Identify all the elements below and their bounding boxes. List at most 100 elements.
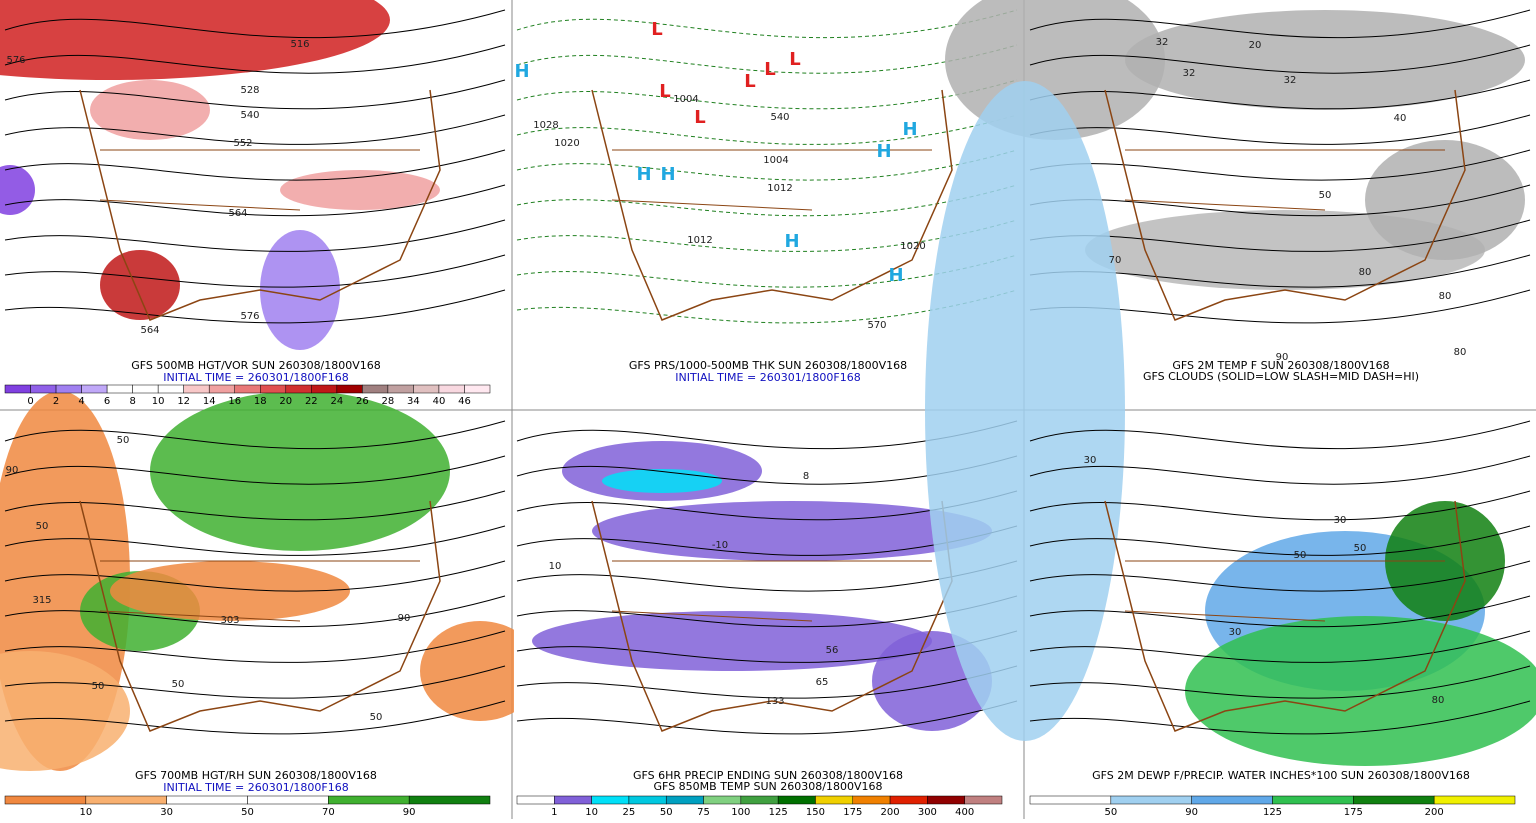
map-label: 50	[1294, 550, 1307, 561]
map-label: 552	[233, 138, 252, 149]
colorbar-box	[852, 795, 891, 805]
contour-line	[516, 254, 1018, 288]
shaded-field	[150, 391, 450, 551]
map-label: 30	[1084, 455, 1097, 466]
map-label: 30	[1229, 627, 1242, 638]
colorbar-box	[260, 384, 287, 394]
map-label: H	[784, 231, 799, 252]
map-label: H	[636, 164, 651, 185]
initial-time: INITIAL TIME = 260301/1800F168	[163, 371, 348, 384]
contour-line	[4, 490, 506, 521]
colorbar-label: 25	[623, 807, 636, 818]
map-label: H	[514, 61, 529, 82]
colorbar-box	[438, 384, 465, 394]
contour-line	[516, 595, 1018, 628]
colorbar-box	[665, 795, 704, 805]
contour-line	[1029, 525, 1531, 556]
contour-line	[1029, 700, 1531, 735]
contour-line	[4, 665, 506, 699]
map-label: 564	[228, 208, 247, 219]
colorbar-label: 10	[585, 807, 598, 818]
shaded-field	[0, 165, 35, 215]
colorbar-label: 50	[660, 807, 673, 818]
contour-line	[516, 525, 1018, 556]
map-label: H	[888, 265, 903, 286]
contour-line	[516, 665, 1018, 699]
shaded-field	[1185, 616, 1536, 766]
map-label: H	[876, 141, 891, 162]
map-label: 50	[370, 712, 383, 723]
contour-line	[4, 595, 506, 628]
colorbar-box	[30, 384, 57, 394]
colorbar-box	[132, 384, 159, 394]
colorbar-box	[927, 795, 965, 805]
colorbar-box	[362, 384, 389, 394]
map-label: 80	[1454, 347, 1467, 358]
contour-line	[1029, 114, 1531, 145]
map-label: 516	[290, 39, 309, 50]
map-label: L	[744, 71, 755, 92]
map-label: 70	[1109, 255, 1122, 266]
colorbar-label: 14	[203, 396, 216, 407]
contour-line	[1029, 490, 1531, 521]
shaded-field	[260, 230, 340, 350]
map-label: 80	[1359, 267, 1372, 278]
colorbar-box	[889, 795, 928, 805]
contour-line	[4, 9, 506, 39]
colorbar-box	[1029, 795, 1112, 805]
map-label: 576	[6, 55, 25, 66]
contour-line	[1029, 630, 1531, 663]
colorbar-label: 8	[129, 396, 135, 407]
colorbar-box	[1433, 795, 1516, 805]
coastline	[1104, 500, 1466, 732]
contour-line	[4, 420, 506, 450]
map-label: 50	[1354, 543, 1367, 554]
contour-line	[4, 149, 506, 181]
contour-line	[516, 289, 1018, 324]
contour-line	[4, 700, 506, 735]
colorbar-box	[740, 795, 779, 805]
map-label: 32	[1284, 75, 1297, 86]
colorbar-box	[55, 384, 82, 394]
colorbar-label: 22	[305, 396, 318, 407]
contour-line	[4, 525, 506, 556]
colorbar-label: 2	[53, 396, 59, 407]
colorbar-box	[336, 384, 363, 394]
map-label: 1020	[900, 241, 925, 252]
colorbar-label: 175	[843, 807, 862, 818]
coastline	[79, 89, 441, 321]
shaded-field	[602, 469, 722, 493]
contour-line	[1029, 560, 1531, 592]
shaded-field	[925, 81, 1125, 741]
colorbar-label: 34	[407, 396, 420, 407]
shaded-field	[100, 250, 180, 320]
contour-line	[1029, 420, 1531, 450]
map-label: 50	[172, 679, 185, 690]
colorbar-box	[591, 795, 630, 805]
map-label: 8	[803, 471, 809, 482]
panel-title: GFS 700MB HGT/RH SUN 260308/1800V168	[135, 769, 377, 782]
map-panel	[0, 0, 510, 372]
shaded-field	[0, 651, 130, 771]
border	[99, 560, 420, 622]
map-label: 315	[32, 595, 51, 606]
contour-line	[516, 9, 1018, 39]
colorbar-box	[157, 384, 184, 394]
colorbar-label: 20	[279, 396, 292, 407]
contour-line	[516, 490, 1018, 521]
border	[1124, 149, 1445, 211]
colorbar-label: 40	[433, 396, 446, 407]
map-label: 570	[867, 320, 886, 331]
colorbar-label: 30	[160, 807, 173, 818]
colorbar-label: 175	[1344, 807, 1363, 818]
map-label: 528	[240, 85, 259, 96]
colorbar-label: 300	[918, 807, 937, 818]
contour-line	[516, 79, 1018, 110]
map-label: 90	[6, 465, 19, 476]
panel-title: GFS 500MB HGT/VOR SUN 260308/1800V168	[131, 359, 381, 372]
map-label: 576	[240, 311, 259, 322]
panel-title: GFS PRS/1000-500MB THK SUN 260308/1800V1…	[629, 359, 907, 372]
colorbar-box	[328, 795, 410, 805]
map-label: 540	[240, 110, 259, 121]
